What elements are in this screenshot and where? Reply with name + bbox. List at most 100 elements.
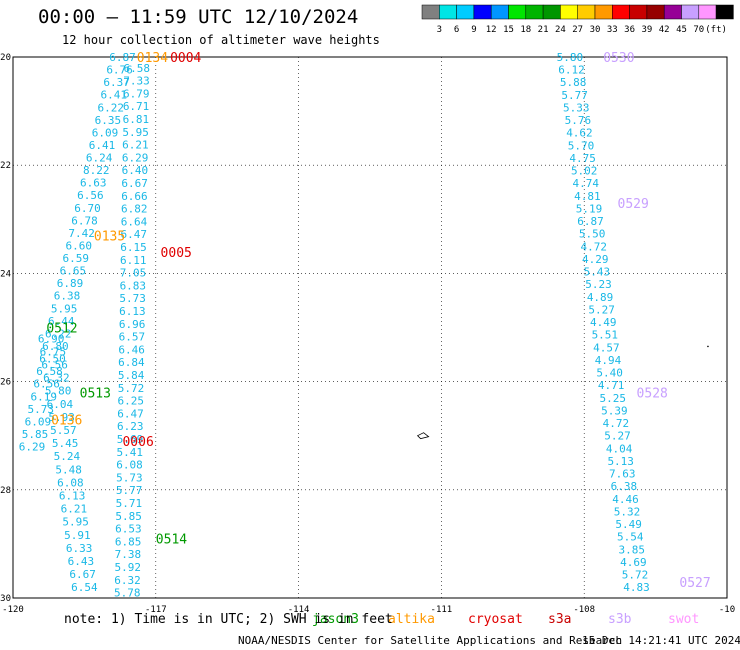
- swh-value-label: 6.87: [109, 51, 136, 64]
- swh-value-label: 5.40: [596, 367, 623, 380]
- swh-value-label: 6.82: [121, 203, 148, 216]
- swh-value-label: 5.51: [592, 329, 619, 342]
- swh-value-label: 6.08: [116, 459, 143, 472]
- swh-value-label: 6.33: [66, 542, 93, 555]
- legend-item-s3b: s3b: [608, 612, 632, 627]
- swh-value-label: 4.81: [574, 190, 601, 203]
- swh-value-label: 8.22: [83, 164, 110, 177]
- color-scale-label: 24: [555, 25, 566, 35]
- swh-value-label: 6.29: [122, 151, 149, 164]
- swh-value-label: 6.46: [118, 343, 145, 356]
- latitude-tick-label: -20: [0, 53, 11, 63]
- legend-item-cryosat: cryosat: [468, 612, 523, 627]
- swh-value-label: 6.21: [61, 503, 88, 516]
- color-scale-label: 3: [437, 25, 442, 35]
- legend-item-jason3: jason3: [312, 612, 359, 627]
- swh-value-label: 6.43: [68, 555, 95, 568]
- legend-item-s3a: s3a: [548, 612, 572, 627]
- swh-value-label: 6.56: [77, 189, 104, 202]
- swh-value-label: 5.02: [571, 165, 598, 178]
- swh-value-label: 4.75: [569, 152, 596, 165]
- swh-value-label: 5.88: [560, 76, 587, 89]
- swh-value-label: 5.78: [114, 587, 141, 600]
- swh-value-label: 4.29: [582, 253, 609, 266]
- swh-value-label: 6.24: [86, 152, 113, 165]
- swh-value-label: 5.72: [622, 569, 649, 582]
- swh-value-label: 6.13: [119, 305, 146, 318]
- pass-id-label: 0513: [80, 386, 111, 401]
- swh-value-label: 5.13: [607, 455, 634, 468]
- credit-line: NOAA/NESDIS Center for Satellite Applica…: [238, 634, 623, 647]
- swh-value-label: 6.29: [19, 441, 46, 454]
- swh-value-label: 6.57: [119, 331, 146, 344]
- swh-value-label: 6.22: [98, 101, 125, 114]
- swh-value-label: 5.57: [50, 424, 77, 437]
- swh-value-label: 5.43: [584, 266, 611, 279]
- swh-value-label: 5.93: [48, 411, 75, 424]
- swh-value-label: 4.72: [580, 240, 607, 253]
- swh-value-label: 6.70: [74, 202, 101, 215]
- swh-value-label: 6.79: [123, 87, 150, 100]
- swh-value-label: 6.56: [33, 378, 60, 391]
- swh-value-label: 6.87: [577, 215, 604, 228]
- color-scale-label: 21: [538, 25, 549, 35]
- swh-value-label: 6.47: [120, 228, 147, 241]
- swh-value-label: 5.54: [617, 531, 644, 544]
- color-scale-label: 30: [590, 25, 601, 35]
- swh-value-label: 4.74: [573, 177, 600, 190]
- longitude-tick-label: -117: [145, 605, 167, 615]
- swh-value-label: 6.38: [611, 480, 638, 493]
- swh-value-label: 6.78: [71, 214, 98, 227]
- pass-id-label: 0134: [137, 51, 168, 66]
- swh-value-label: 6.04: [47, 398, 74, 411]
- longitude-tick-label: -114: [288, 605, 310, 615]
- swh-value-label: 6.08: [57, 476, 84, 489]
- swh-value-label: 5.76: [565, 114, 592, 127]
- swh-value-label: 6.41: [89, 139, 116, 152]
- chart-subtitle: 12 hour collection of altimeter wave hei…: [62, 33, 380, 47]
- legend-item-swot: swot: [668, 612, 700, 627]
- map-frame: [12, 56, 728, 599]
- swh-value-label: 5.84: [118, 369, 145, 382]
- swh-value-label: 6.38: [54, 290, 81, 303]
- color-scale-bar: 3 6 9 12 15 18 21 24 27 30 33 36 39 42 45 70 (ft): [421, 4, 734, 35]
- swh-value-label: 5.92: [114, 561, 141, 574]
- swh-value-label: 5.49: [615, 518, 642, 531]
- swh-value-label: 5.91: [64, 529, 91, 542]
- longitude-tick-label: -120: [2, 605, 24, 615]
- swh-value-label: 5.71: [116, 497, 143, 510]
- color-scale-label: 39: [641, 25, 652, 35]
- swh-value-label: 5.32: [614, 505, 641, 518]
- longitude-tick-label: -108: [573, 605, 595, 615]
- swh-value-label: 6.83: [120, 279, 147, 292]
- satellite-legend: jason3 altika cryosat s3a s3b swot: [0, 612, 740, 630]
- swh-value-label: 4.57: [593, 341, 620, 354]
- color-scale-label: 70: [693, 25, 704, 35]
- swh-value-label: 6.76: [106, 64, 133, 77]
- generated-timestamp: 15 Dec 14:21:41 UTC 2024: [582, 634, 740, 647]
- swh-value-label: 5.80: [557, 51, 584, 64]
- swh-value-label: 6.89: [57, 277, 84, 290]
- swh-value-label: 5.95: [51, 302, 78, 315]
- swh-value-label: 6.96: [119, 318, 146, 331]
- swh-value-label: 4.04: [606, 442, 633, 455]
- swh-value-label: 7.63: [609, 468, 636, 481]
- color-scale-label: 9: [471, 25, 476, 35]
- color-scale-label: 33: [607, 25, 618, 35]
- latitude-tick-label: -26: [0, 378, 11, 388]
- color-swatch: [715, 4, 734, 20]
- pass-id-label: 0006: [122, 435, 153, 450]
- swh-value-label: 6.22: [45, 327, 72, 340]
- footnote: note: 1) Time is in UTC; 2) SWH is in fe…: [64, 612, 393, 627]
- swh-value-label: 6.13: [59, 489, 86, 502]
- swh-value-label: 4.94: [595, 354, 622, 367]
- swh-value-label: 5.95: [122, 126, 149, 139]
- swh-value-label: 6.11: [120, 254, 147, 267]
- swh-value-label: 6.84: [118, 356, 145, 369]
- pass-id-label: 0530: [603, 51, 634, 66]
- swh-value-label: 5.27: [588, 303, 615, 316]
- swh-value-label: 4.71: [598, 379, 625, 392]
- swh-value-label: 7.38: [115, 548, 142, 561]
- swh-value-label: 4.62: [566, 127, 593, 140]
- latitude-tick-label: -24: [0, 269, 11, 279]
